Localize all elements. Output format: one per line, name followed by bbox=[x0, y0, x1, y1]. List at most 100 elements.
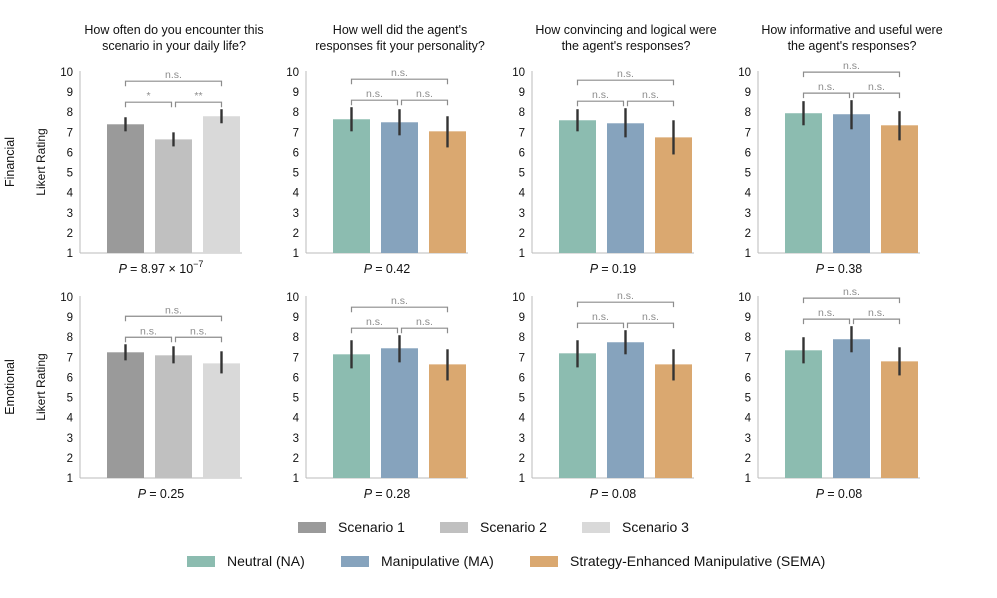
significance-label: n.s. bbox=[391, 67, 408, 79]
significance-label: n.s. bbox=[868, 81, 885, 93]
bar bbox=[429, 131, 466, 253]
p-value-number: 0.19 bbox=[612, 262, 636, 276]
legend-label: Strategy-Enhanced Manipulative (SEMA) bbox=[570, 553, 825, 569]
y-tick-label: 9 bbox=[519, 312, 525, 324]
legend-agents: Neutral (NA) Manipulative (MA) Strategy-En… bbox=[187, 553, 825, 569]
p-value-prefix: P = bbox=[590, 487, 612, 501]
bar bbox=[833, 114, 870, 253]
significance-label: n.s. bbox=[366, 316, 383, 328]
significance-bracket bbox=[124, 80, 223, 87]
y-tick-label: 2 bbox=[293, 228, 299, 240]
significance-bracket bbox=[124, 336, 173, 343]
significance-label: n.s. bbox=[818, 307, 835, 319]
y-tick-label: 4 bbox=[745, 188, 752, 200]
y-tick-label: 4 bbox=[67, 413, 74, 425]
y-tick-label: 8 bbox=[745, 107, 751, 119]
p-value-prefix: P = bbox=[816, 262, 838, 276]
y-tick-label: 9 bbox=[67, 87, 73, 99]
row-label-emotional: Emotional bbox=[3, 359, 17, 415]
y-tick-label: 7 bbox=[293, 352, 299, 364]
y-tick-label: 2 bbox=[293, 453, 299, 465]
y-tick-label: 6 bbox=[745, 147, 751, 159]
significance-label: n.s. bbox=[366, 88, 383, 100]
legend-scenarios: Scenario 1 Scenario 2 Scenario 3 bbox=[298, 519, 689, 535]
p-value-number: 0.28 bbox=[386, 487, 410, 501]
significance-label: n.s. bbox=[416, 88, 433, 100]
significance-label: n.s. bbox=[617, 68, 634, 80]
significance-bracket bbox=[350, 327, 399, 334]
bar bbox=[559, 353, 596, 478]
y-tick-label: 6 bbox=[293, 147, 299, 159]
significance-label: n.s. bbox=[642, 89, 659, 101]
y-tick-label: 3 bbox=[745, 208, 751, 220]
significance-label: n.s. bbox=[391, 295, 408, 307]
y-tick-label: 10 bbox=[512, 67, 525, 79]
y-tick-label: 4 bbox=[293, 413, 300, 425]
significance-bracket bbox=[802, 71, 901, 78]
y-tick-label: 3 bbox=[519, 433, 525, 445]
p-value-prefix: P = bbox=[364, 262, 386, 276]
y-tick-label: 9 bbox=[745, 87, 751, 99]
bar bbox=[333, 354, 370, 478]
y-tick-label: 5 bbox=[293, 168, 299, 180]
significance-label: n.s. bbox=[818, 81, 835, 93]
bar bbox=[559, 120, 596, 254]
bar bbox=[381, 122, 418, 254]
y-axis-label-financial: Likert Rating bbox=[34, 128, 48, 195]
p-value-label: P = 8.97 × 10−7 bbox=[119, 259, 204, 276]
y-tick-label: 7 bbox=[293, 127, 299, 139]
y-tick-label: 7 bbox=[745, 352, 751, 364]
bar bbox=[381, 348, 418, 478]
y-tick-label: 5 bbox=[67, 168, 73, 180]
p-value-label: P = 0.08 bbox=[816, 487, 863, 501]
significance-bracket bbox=[576, 79, 675, 86]
y-tick-label: 7 bbox=[67, 127, 73, 139]
significance-label: n.s. bbox=[165, 69, 182, 81]
y-tick-label: 9 bbox=[67, 312, 73, 324]
significance-label: n.s. bbox=[165, 304, 182, 316]
y-tick-label: 5 bbox=[745, 393, 751, 405]
y-tick-label: 4 bbox=[293, 188, 300, 200]
y-tick-label: 8 bbox=[745, 332, 751, 344]
bar bbox=[607, 342, 644, 478]
y-tick-label: 10 bbox=[286, 67, 299, 79]
title-line: responses fit your personality? bbox=[315, 39, 485, 53]
legend-swatch bbox=[440, 522, 468, 533]
significance-label: n.s. bbox=[416, 316, 433, 328]
significance-label: ** bbox=[194, 90, 202, 102]
significance-label: n.s. bbox=[843, 286, 860, 298]
bar bbox=[429, 364, 466, 478]
p-value-prefix: P = bbox=[816, 487, 838, 501]
y-tick-label: 7 bbox=[519, 352, 525, 364]
y-tick-label: 4 bbox=[745, 413, 752, 425]
y-tick-label: 3 bbox=[293, 433, 299, 445]
y-tick-label: 6 bbox=[745, 372, 751, 384]
significance-bracket bbox=[124, 315, 223, 322]
significance-label: n.s. bbox=[868, 307, 885, 319]
significance-label: n.s. bbox=[592, 311, 609, 323]
p-value-prefix: P = bbox=[590, 262, 612, 276]
y-tick-label: 2 bbox=[745, 228, 751, 240]
significance-label: n.s. bbox=[642, 311, 659, 323]
y-tick-label: 3 bbox=[745, 433, 751, 445]
legend-label: Scenario 2 bbox=[480, 519, 547, 535]
bar bbox=[203, 116, 240, 253]
significance-bracket bbox=[802, 297, 901, 304]
significance-bracket bbox=[802, 318, 851, 325]
p-value-label: P = 0.08 bbox=[590, 487, 637, 501]
y-tick-label: 3 bbox=[67, 208, 73, 220]
subplot-financial-3: 1 2 3 4 5 6 7 8 9 10 n.s. n.s. n.s. P = 0.19 bbox=[512, 67, 694, 276]
bar bbox=[155, 355, 192, 478]
title-line: How informative and useful were bbox=[761, 23, 942, 37]
y-tick-label: 1 bbox=[293, 473, 299, 485]
y-tick-label: 6 bbox=[67, 147, 73, 159]
p-value-label: P = 0.25 bbox=[138, 487, 185, 501]
significance-bracket bbox=[350, 306, 449, 313]
bar bbox=[203, 363, 240, 478]
subplot-emotional-2: 1 2 3 4 5 6 7 8 9 10 n.s. n.s. n.s. P = 0.28 bbox=[286, 292, 468, 501]
legend-label: Scenario 1 bbox=[338, 519, 405, 535]
significance-bracket bbox=[626, 322, 675, 329]
p-value-number: 0.08 bbox=[838, 487, 862, 501]
bar bbox=[155, 139, 192, 253]
